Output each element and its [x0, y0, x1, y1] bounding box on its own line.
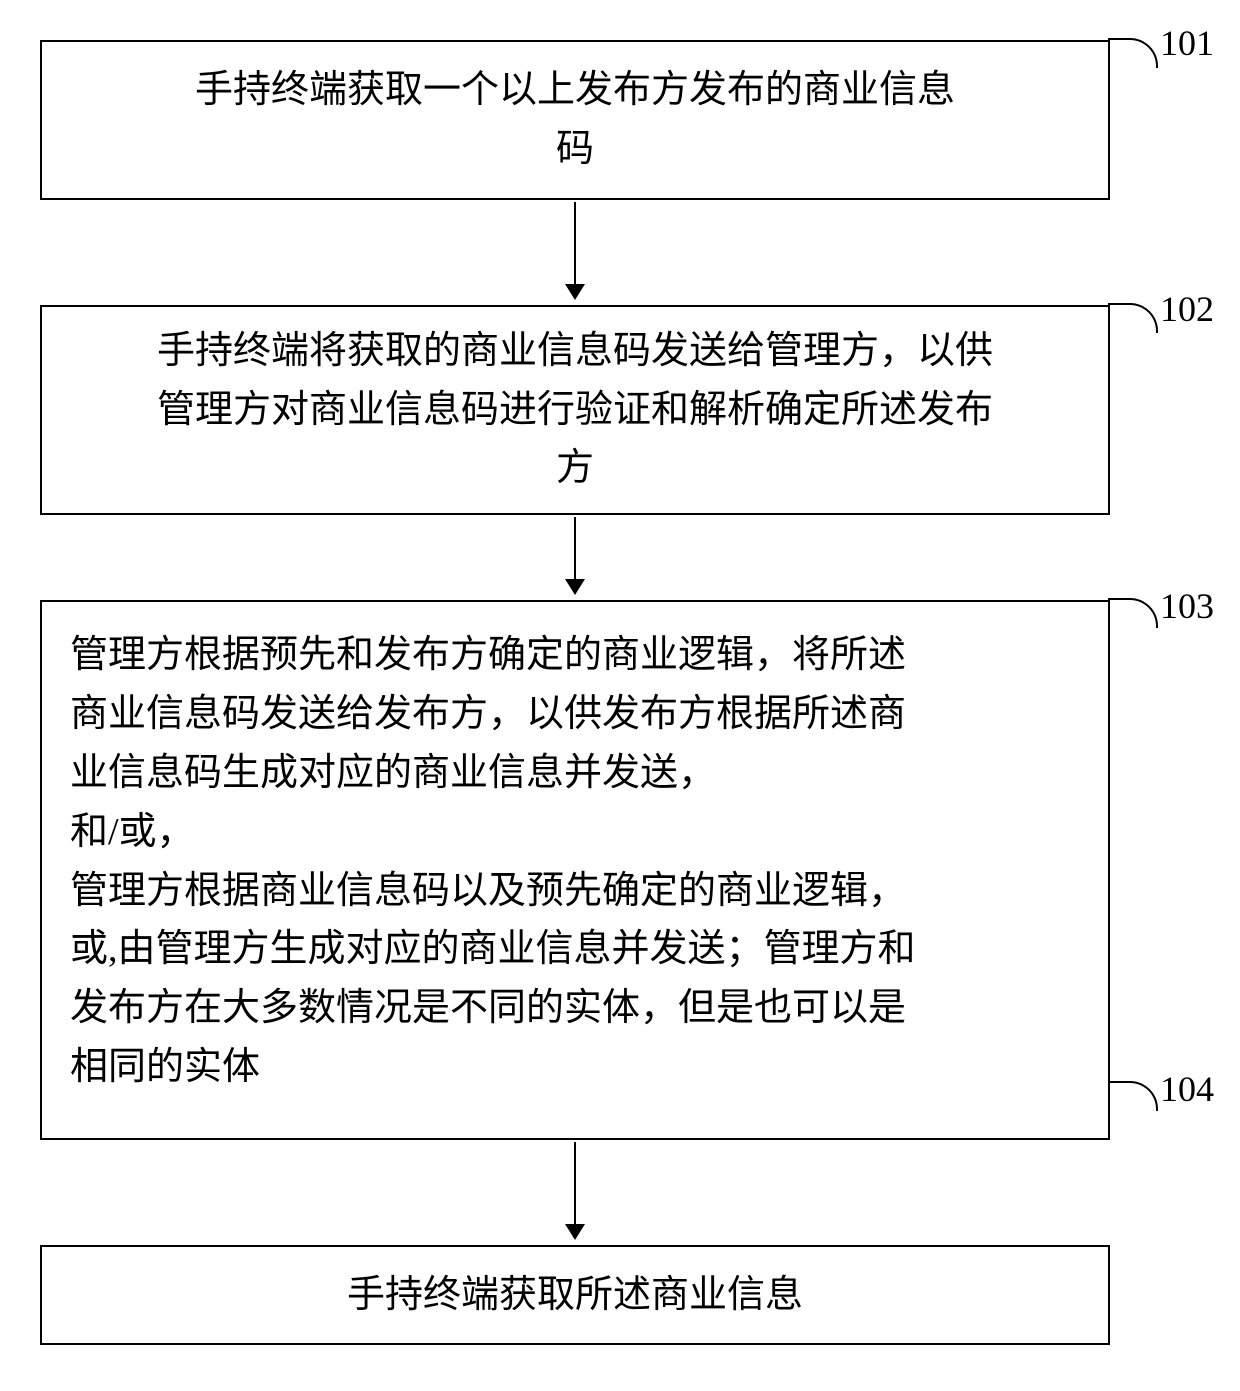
flow-node-3: 管理方根据预先和发布方确定的商业逻辑，将所述 商业信息码发送给发布方，以供发布方… [40, 600, 1110, 1140]
flow-label-2: 102 [1160, 288, 1214, 330]
flow-node-3-text: 管理方根据预先和发布方确定的商业逻辑，将所述 商业信息码发送给发布方，以供发布方… [70, 626, 1080, 1097]
arrow-2-3 [574, 517, 576, 593]
flow-node-1: 手持终端获取一个以上发布方发布的商业信息 码 [40, 40, 1110, 200]
arrow-3-4 [574, 1142, 576, 1238]
flow-label-1: 101 [1160, 22, 1214, 64]
flow-node-4-text: 手持终端获取所述商业信息 [347, 1266, 803, 1325]
flow-label-3: 103 [1160, 585, 1214, 627]
arrow-1-2 [574, 202, 576, 298]
flow-node-2-text: 手持终端将获取的商业信息码发送给管理方，以供 管理方对商业信息码进行验证和解析确… [157, 322, 993, 499]
flow-node-4: 手持终端获取所述商业信息 [40, 1245, 1110, 1345]
leader-4 [1108, 1081, 1158, 1111]
leader-2 [1108, 303, 1158, 333]
flow-node-1-text: 手持终端获取一个以上发布方发布的商业信息 码 [195, 61, 955, 179]
flow-label-4: 104 [1160, 1068, 1214, 1110]
flow-node-2: 手持终端将获取的商业信息码发送给管理方，以供 管理方对商业信息码进行验证和解析确… [40, 305, 1110, 515]
leader-1 [1108, 38, 1158, 68]
leader-3 [1108, 598, 1158, 628]
